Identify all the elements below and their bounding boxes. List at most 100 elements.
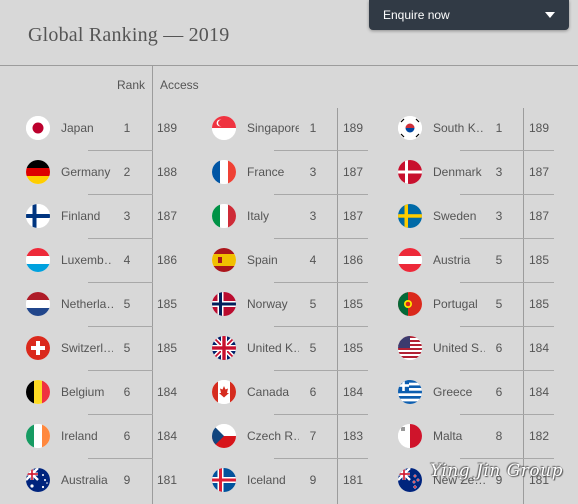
row-divider: [460, 282, 554, 283]
country-rank: 1: [309, 121, 317, 135]
country-rank: 1: [495, 121, 503, 135]
country-access: 187: [343, 165, 364, 179]
denmark-flag-icon: [398, 160, 422, 184]
south-korea-flag-icon: [398, 116, 422, 140]
row-divider: [460, 458, 554, 459]
country-rank: 6: [309, 385, 317, 399]
row-divider: [88, 370, 153, 371]
sweden-flag-icon: [398, 204, 422, 228]
row-divider: [88, 326, 153, 327]
country-row: Iceland 9 181: [212, 458, 372, 502]
row-divider: [88, 458, 153, 459]
country-access: 185: [157, 341, 178, 355]
country-access: 188: [157, 165, 178, 179]
singapore-flag-icon: [212, 116, 236, 140]
country-name: Singapore: [247, 121, 299, 135]
row-divider: [274, 370, 368, 371]
country-rank: 4: [123, 253, 131, 267]
country-rank: 5: [495, 297, 503, 311]
country-rank: 5: [123, 341, 131, 355]
country-rank: 6: [495, 341, 503, 355]
belgium-flag-icon: [26, 380, 50, 404]
country-row: Spain 4 186: [212, 238, 372, 282]
row-divider: [88, 194, 153, 195]
country-rank: 5: [309, 341, 317, 355]
country-row: Switzerl… 5 185: [26, 326, 186, 370]
country-rank: 9: [309, 473, 317, 487]
country-access: 184: [157, 385, 178, 399]
malta-flag-icon: [398, 424, 422, 448]
country-access: 183: [343, 429, 364, 443]
united-kingdom-flag-icon: [212, 336, 236, 360]
country-row: Denmark 3 187: [398, 150, 558, 194]
enquire-now-label: Enquire now: [383, 8, 450, 22]
country-row: Ireland 6 184: [26, 414, 186, 458]
country-row: United S… 6 184: [398, 326, 558, 370]
country-access: 185: [157, 297, 178, 311]
country-name: Norway: [247, 297, 288, 311]
country-row: Finland 3 187: [26, 194, 186, 238]
luxembourg-flag-icon: [26, 248, 50, 272]
country-row: Canada 6 184: [212, 370, 372, 414]
country-name: France: [247, 165, 285, 179]
row-divider: [460, 194, 554, 195]
country-name: Japan: [61, 121, 94, 135]
country-name: Austria: [433, 253, 471, 267]
country-row: Greece 6 184: [398, 370, 558, 414]
row-divider: [274, 238, 368, 239]
column-divider: [523, 108, 524, 504]
country-access: 184: [529, 341, 550, 355]
country-name: United K…: [247, 341, 299, 355]
row-divider: [274, 458, 368, 459]
ireland-flag-icon: [26, 424, 50, 448]
country-rank: 7: [309, 429, 317, 443]
switzerland-flag-icon: [26, 336, 50, 360]
netherlands-flag-icon: [26, 292, 50, 316]
row-divider: [460, 370, 554, 371]
new-zealand-flag-icon: [398, 468, 422, 492]
column-divider: [152, 66, 153, 504]
country-row: Singapore 1 189: [212, 106, 372, 150]
country-access: 186: [343, 253, 364, 267]
iceland-flag-icon: [212, 468, 236, 492]
country-name: Greece: [433, 385, 473, 399]
row-divider: [460, 326, 554, 327]
country-row: South K… 1 189: [398, 106, 558, 150]
row-divider: [274, 282, 368, 283]
country-access: 185: [529, 253, 550, 267]
watermark-logo: Ying Jin Group: [430, 461, 563, 481]
country-access: 187: [343, 209, 364, 223]
country-row: Italy 3 187: [212, 194, 372, 238]
country-rank: 9: [495, 473, 503, 487]
country-row: Norway 5 185: [212, 282, 372, 326]
country-name: United S…: [433, 341, 485, 355]
country-name: South K…: [433, 121, 485, 135]
country-name: Luxemb…: [61, 253, 113, 267]
country-row: Austria 5 185: [398, 238, 558, 282]
country-access: 185: [529, 297, 550, 311]
country-access: 182: [529, 429, 550, 443]
country-access: 186: [157, 253, 178, 267]
country-name: Czech R…: [247, 429, 299, 443]
country-row: Japan 1 189: [26, 106, 186, 150]
row-divider: [88, 150, 153, 151]
japan-flag-icon: [26, 116, 50, 140]
country-rank: 5: [495, 253, 503, 267]
access-column-header: Access: [160, 78, 199, 92]
country-rank: 3: [495, 165, 503, 179]
country-name: Italy: [247, 209, 270, 223]
country-row: Australia 9 181: [26, 458, 186, 502]
enquire-now-dropdown[interactable]: Enquire now: [369, 0, 569, 30]
france-flag-icon: [212, 160, 236, 184]
germany-flag-icon: [26, 160, 50, 184]
rank-column-header: Rank: [117, 78, 146, 92]
country-name: Belgium: [61, 385, 105, 399]
greece-flag-icon: [398, 380, 422, 404]
country-name: Iceland: [247, 473, 286, 487]
country-access: 184: [529, 385, 550, 399]
country-row: France 3 187: [212, 150, 372, 194]
country-row: United K… 5 185: [212, 326, 372, 370]
country-access: 184: [157, 429, 178, 443]
country-name: Finland: [61, 209, 101, 223]
country-rank: 6: [495, 385, 503, 399]
